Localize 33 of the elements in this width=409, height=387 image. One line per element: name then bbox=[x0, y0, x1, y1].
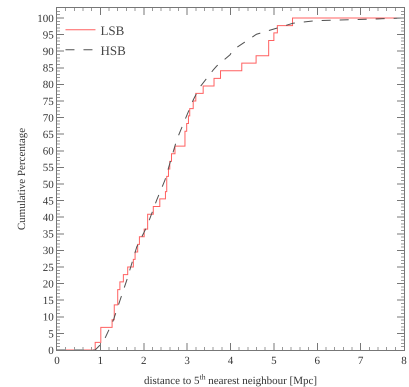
y-tick-label: 85 bbox=[42, 62, 54, 75]
legend-label: HSB bbox=[100, 42, 126, 58]
x-tick-label: 3 bbox=[184, 355, 190, 368]
y-tick-label: 55 bbox=[42, 162, 54, 174]
x-tick-label: 8 bbox=[401, 355, 408, 368]
x-tick-label: 1 bbox=[98, 355, 104, 368]
y-tick-label: 60 bbox=[42, 146, 54, 158]
y-tick-label: 30 bbox=[42, 245, 54, 258]
x-tick-label: 4 bbox=[228, 355, 234, 368]
x-tick-label: 6 bbox=[314, 355, 320, 368]
y-tick-label: 80 bbox=[42, 79, 54, 92]
x-tick-label: 5 bbox=[271, 355, 278, 368]
legend-label: LSB bbox=[100, 22, 125, 38]
y-tick-label: 15 bbox=[42, 295, 54, 308]
y-tick-label: 50 bbox=[42, 178, 54, 191]
x-tick-label: 7 bbox=[358, 355, 364, 368]
y-tick-label: 65 bbox=[42, 129, 54, 142]
y-tick-label: 70 bbox=[42, 112, 54, 124]
y-tick-label: 100 bbox=[37, 12, 54, 25]
x-tick-label: 2 bbox=[141, 355, 146, 368]
y-tick-label: 95 bbox=[42, 29, 54, 42]
y-tick-label: 10 bbox=[42, 312, 54, 324]
y-tick-label: 5 bbox=[48, 328, 54, 340]
y-tick-label: 40 bbox=[42, 212, 54, 224]
y-tick-label: 75 bbox=[42, 96, 54, 108]
y-tick-label: 35 bbox=[42, 228, 54, 241]
y-tick-label: 25 bbox=[42, 262, 54, 274]
x-axis-title: distance to 5$^{th}$ nearest neighbour [Mpc] bbox=[144, 372, 318, 387]
y-tick-label: 90 bbox=[42, 46, 54, 58]
y-tick-label: 20 bbox=[42, 278, 54, 290]
y-tick-label: 45 bbox=[42, 195, 54, 208]
y-tick-label: 0 bbox=[48, 344, 54, 357]
y-axis-title: Cumulative Percentage bbox=[16, 128, 28, 230]
